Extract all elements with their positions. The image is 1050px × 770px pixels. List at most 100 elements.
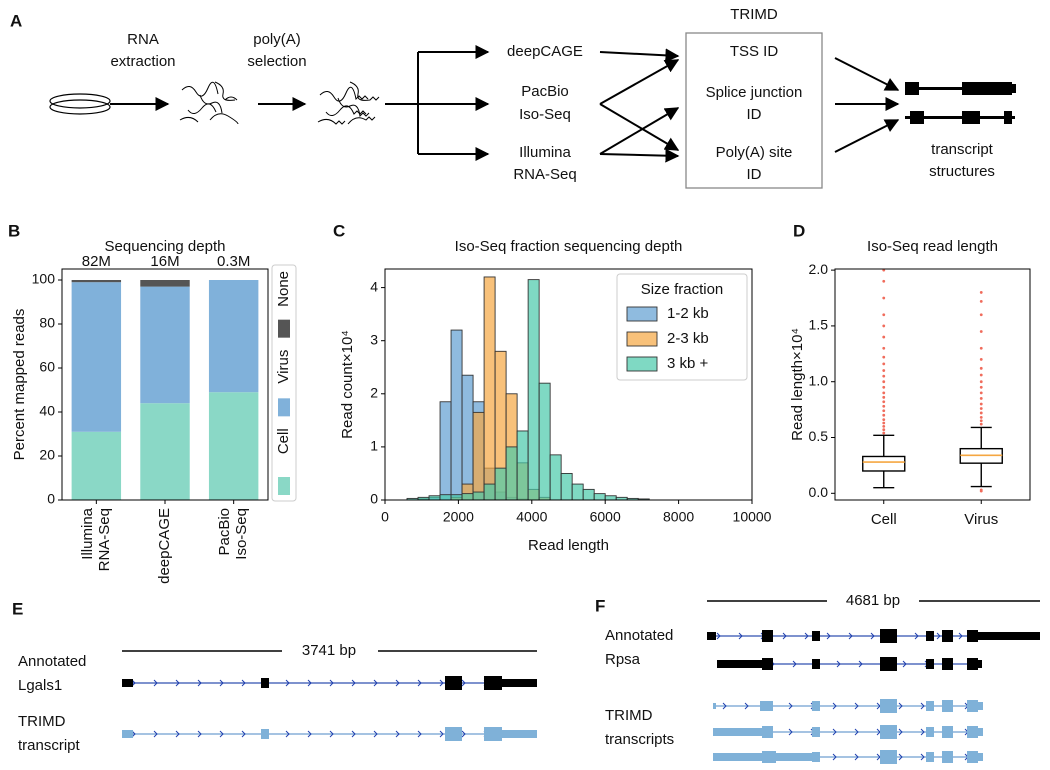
x-tick-label: 2000 [443, 509, 474, 525]
bar-segment [140, 280, 190, 287]
exon [713, 703, 716, 709]
y-axis-label: Read count×10⁴ [339, 330, 356, 439]
x-tick-label: 4000 [516, 509, 547, 525]
flier [979, 391, 983, 395]
flier [979, 373, 983, 377]
chevron [854, 728, 859, 736]
flier [979, 366, 983, 370]
exon [967, 630, 978, 642]
hist-bar [516, 430, 529, 501]
panel-letters: A B C D E F [8, 11, 805, 618]
exon [926, 631, 934, 641]
legend-frame [616, 273, 748, 381]
bar-segment [71, 431, 122, 500]
rna-squiggles [179, 81, 239, 125]
exon [978, 702, 983, 710]
flier [979, 411, 983, 415]
scale-label-bg [827, 592, 919, 610]
bar-annotation: 82M [82, 253, 111, 270]
flier [882, 324, 886, 328]
legend-title: Size fraction [641, 281, 724, 298]
result-label: transcript [931, 141, 994, 158]
bar-segment [140, 403, 190, 500]
exon [502, 679, 537, 687]
chevron [417, 730, 422, 738]
trimd-output: ID [747, 106, 762, 123]
chevron [722, 702, 727, 710]
exon [760, 701, 773, 711]
exon [967, 700, 978, 712]
method-label: Iso-Seq [519, 106, 571, 123]
hist-bar [593, 493, 606, 501]
legend-label: 3 kb + [667, 355, 709, 372]
x-tick-label: 0 [381, 509, 389, 525]
track-label: TRIMD [18, 713, 66, 730]
flier [979, 488, 983, 492]
scale-label: 4681 bp [846, 592, 900, 609]
flier [979, 291, 983, 294]
exon [926, 752, 934, 762]
exon [445, 676, 462, 690]
hist-bar [483, 483, 496, 501]
y-tick-label: 3 [370, 331, 378, 347]
exon [880, 629, 897, 643]
flier [882, 374, 886, 378]
exon [880, 750, 897, 764]
exon [942, 630, 953, 642]
flier [882, 391, 886, 395]
exon [261, 729, 269, 739]
legend-swatch [278, 477, 290, 495]
flier [882, 409, 886, 413]
exon [942, 726, 953, 738]
chevron [870, 632, 875, 640]
trimd-output: TSS ID [730, 43, 779, 60]
track-label: Rpsa [605, 651, 641, 668]
exon [713, 753, 762, 761]
exon [967, 726, 978, 738]
axes-frame [834, 268, 1031, 501]
exon [926, 659, 934, 669]
arrow [599, 48, 680, 63]
chevron [395, 679, 400, 687]
x-tick-label-group: Illumina RNA-Seq [79, 507, 113, 571]
legend-swatch [626, 306, 658, 322]
flier [882, 421, 886, 425]
exon [812, 701, 820, 711]
track-label: Lgals1 [18, 677, 62, 694]
y-axis-label: Read length×10⁴ [789, 328, 806, 441]
flier [979, 397, 983, 400]
flier [979, 385, 983, 389]
flier [882, 395, 886, 399]
chevron [854, 753, 859, 761]
gene-track [713, 699, 983, 713]
exon [942, 700, 953, 712]
chevron [920, 702, 925, 710]
gene-track [122, 676, 537, 690]
y-tick-label: 100 [32, 271, 56, 287]
arrow [834, 119, 900, 153]
exon [880, 657, 897, 671]
exon [445, 727, 462, 741]
flier [882, 335, 886, 339]
legend-label: None [275, 271, 292, 307]
chevron [219, 679, 224, 687]
workflow-diagram [49, 32, 1016, 189]
result-label: structures [929, 163, 995, 180]
flier [979, 416, 983, 419]
exon [926, 727, 934, 737]
hist-bar [472, 411, 485, 501]
gene-track [707, 629, 1040, 643]
chevron [898, 702, 903, 710]
x-tick-label: RNA-Seq [96, 508, 113, 571]
chevron [920, 753, 925, 761]
arrow [834, 57, 900, 91]
chevron [738, 632, 743, 640]
chevron [788, 728, 793, 736]
arrow [599, 107, 680, 155]
chevron [285, 730, 290, 738]
chevron [329, 730, 334, 738]
flier [882, 296, 886, 300]
bar-segment [71, 280, 122, 283]
chevron [716, 632, 721, 640]
chevron [958, 632, 963, 640]
